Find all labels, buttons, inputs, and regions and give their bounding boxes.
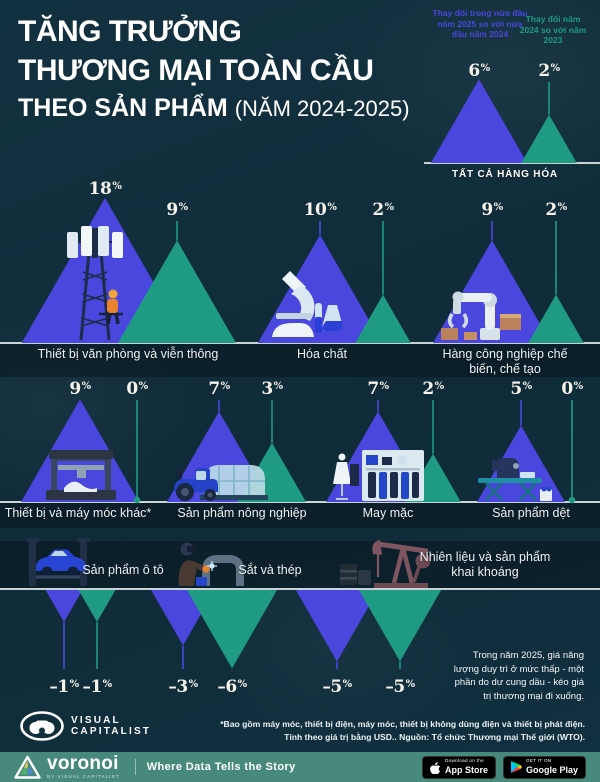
title-line-3-bold: THEO SẢN PHẨM xyxy=(18,94,228,122)
legend-2024: Thay đổi năm 2024 so với năm 2023 xyxy=(519,14,587,45)
cell-tower-icon xyxy=(67,226,123,341)
page-title: TĂNG TRƯỞNG THƯƠNG MẠI TOÀN CẦU THEO SẢN… xyxy=(18,12,410,127)
sewing-machine-icon xyxy=(478,458,552,501)
footnotes: *Bao gồm máy móc, thiết bị điện, máy móc… xyxy=(155,718,585,744)
visual-capitalist-logo-icon xyxy=(20,711,64,741)
title-line-2: THƯƠNG MẠI TOÀN CẦU xyxy=(18,54,374,87)
robot-arm-icon xyxy=(441,291,521,340)
voronoi-logo-text: voronoi BY VISUAL CAPITALIST xyxy=(47,754,120,780)
triangle-2025 xyxy=(430,79,528,163)
microscope-icon xyxy=(272,271,342,337)
vc-text-line1: VISUAL xyxy=(71,714,121,726)
triangle-2025 xyxy=(45,590,83,622)
machine-printer-icon xyxy=(46,450,116,500)
row2-label-band xyxy=(0,503,600,528)
triangle-2024 xyxy=(358,590,442,662)
triangle-2024-zero-dot xyxy=(568,496,576,504)
energy-annotation: Trong năm 2025, giá năng lượng duy trì ở… xyxy=(453,650,584,702)
triangle-2025 xyxy=(295,590,379,662)
baseline-row3 xyxy=(0,588,600,590)
car-lift-icon xyxy=(26,538,90,586)
row3-label-band xyxy=(0,541,600,588)
title-line-3: THEO SẢN PHẨM (NĂM 2024-2025) xyxy=(18,90,410,127)
voronoi-logo-icon xyxy=(14,755,41,779)
apple-icon xyxy=(430,761,441,774)
title-line-3-sub: (NĂM 2024-2025) xyxy=(234,96,410,121)
triangle-2024 xyxy=(78,590,116,622)
welder-icon xyxy=(178,542,244,586)
google-play-pre-text: GET IT ON xyxy=(525,758,552,764)
title-line-1: TĂNG TRƯỞNG xyxy=(18,15,242,48)
triangle-2024 xyxy=(521,114,577,163)
clothing-store-icon xyxy=(333,450,424,501)
legend-2025: Thay đổi trong nửa đầu năm 2025 so với n… xyxy=(432,8,528,39)
oil-pumpjack-icon xyxy=(340,540,431,588)
triangle-2024 xyxy=(118,240,236,343)
triangle-2024 xyxy=(528,294,584,343)
voronoi-name: voronoi xyxy=(47,753,119,775)
app-store-badge[interactable]: Download on the App Store xyxy=(421,755,496,779)
footnote-line-2: Tính theo giá trị bằng USD.. Nguồn: Tổ c… xyxy=(284,732,585,742)
vc-text-line2: CAPITALIST xyxy=(71,726,152,737)
visual-capitalist-logo-text: VISUAL CAPITALIST xyxy=(71,715,151,738)
voronoi-byline: BY VISUAL CAPITALIST xyxy=(47,774,120,780)
app-store-pre-text: Download on the xyxy=(444,758,484,764)
bottom-bar: voronoi BY VISUAL CAPITALIST Where Data … xyxy=(0,752,600,782)
google-play-name-text: Google Play xyxy=(525,764,578,775)
google-play-icon xyxy=(511,761,522,773)
google-play-badge[interactable]: GET IT ON Google Play xyxy=(502,755,586,779)
triangle-2025 xyxy=(433,240,551,343)
tractor-greenhouse-icon xyxy=(174,465,268,501)
triangle-2024 xyxy=(355,294,411,343)
footnote-line-1: *Bao gồm máy móc, thiết bị điện, máy móc… xyxy=(220,719,585,729)
bar-divider xyxy=(134,759,136,775)
row1-label-band xyxy=(0,344,600,377)
triangle-2024 xyxy=(186,590,278,669)
app-store-name-text: App Store xyxy=(444,764,488,775)
triangle-2024-zero-dot xyxy=(133,496,141,504)
tagline: Where Data Tells the Story xyxy=(146,761,296,773)
visual-capitalist-logo: VISUAL CAPITALIST xyxy=(20,711,151,741)
